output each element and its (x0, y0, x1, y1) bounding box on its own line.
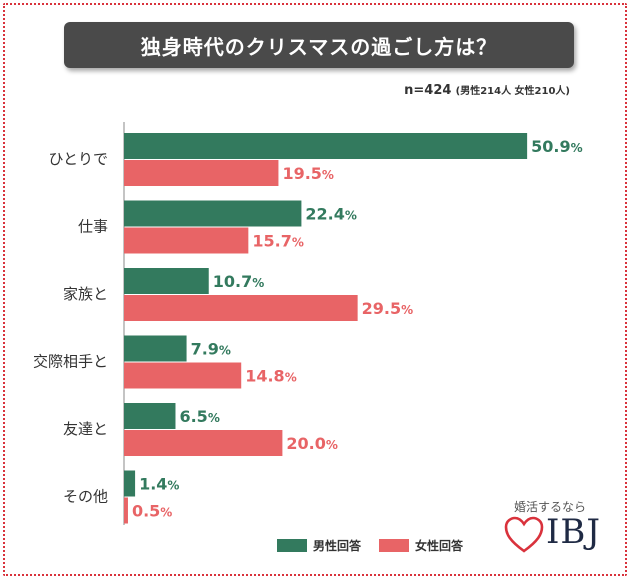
bar-female (124, 295, 358, 321)
bar-male (124, 470, 136, 497)
logo-tagline: 婚活するなら (514, 500, 587, 514)
legend-item-male: 男性回答 (277, 537, 361, 554)
category-label: 家族と (63, 285, 108, 303)
chart-frame (3, 3, 627, 576)
legend-swatch-male (277, 539, 307, 552)
logo-name: IBJ (546, 512, 602, 552)
data-label-male: 10.7% (213, 272, 265, 291)
data-label-male: 22.4% (305, 205, 357, 224)
data-label-male: 1.4% (139, 475, 179, 494)
bar-male (124, 268, 209, 294)
category-label: 友達と (63, 420, 108, 438)
bar-male (124, 200, 302, 227)
category-label: 仕事 (78, 218, 108, 236)
legend: 男性回答 女性回答 (277, 537, 463, 554)
category-label: ひとりで (48, 150, 108, 168)
sample-n: n=424 (404, 83, 452, 98)
bar-female (124, 497, 128, 524)
data-label-male: 50.9% (531, 137, 583, 156)
sample-detail: (男性214人 女性210人) (455, 86, 570, 97)
data-label-female: 0.5% (132, 502, 172, 521)
bar-female (124, 227, 249, 254)
bar-male (124, 133, 528, 159)
bar-female (124, 362, 242, 389)
data-label-female: 15.7% (252, 232, 304, 251)
bar-male (124, 335, 187, 362)
category-label: その他 (63, 488, 108, 506)
bar-female (124, 160, 279, 186)
legend-item-female: 女性回答 (379, 537, 463, 554)
legend-label-male: 男性回答 (313, 539, 362, 553)
data-label-female: 29.5% (362, 299, 414, 318)
data-label-male: 6.5% (179, 407, 219, 426)
chart-title: 独身時代のクリスマスの過ごし方は？ (140, 34, 498, 59)
data-label-female: 19.5% (282, 164, 334, 183)
data-label-female: 14.8% (245, 367, 297, 386)
data-label-male: 7.9% (191, 340, 231, 359)
bar-female (124, 430, 283, 456)
chart-title-box: 独身時代のクリスマスの過ごし方は？ (64, 22, 574, 68)
data-label-female: 20.0% (286, 434, 338, 453)
sample-size: n=424 (男性214人 女性210人) (404, 82, 570, 98)
legend-swatch-female (379, 539, 410, 552)
heart-icon (504, 516, 544, 553)
bar-male (124, 403, 176, 429)
legend-label-female: 女性回答 (415, 539, 464, 553)
ibj-logo: 婚活するなら IBJ (500, 498, 610, 568)
category-label: 交際相手と (33, 353, 108, 371)
